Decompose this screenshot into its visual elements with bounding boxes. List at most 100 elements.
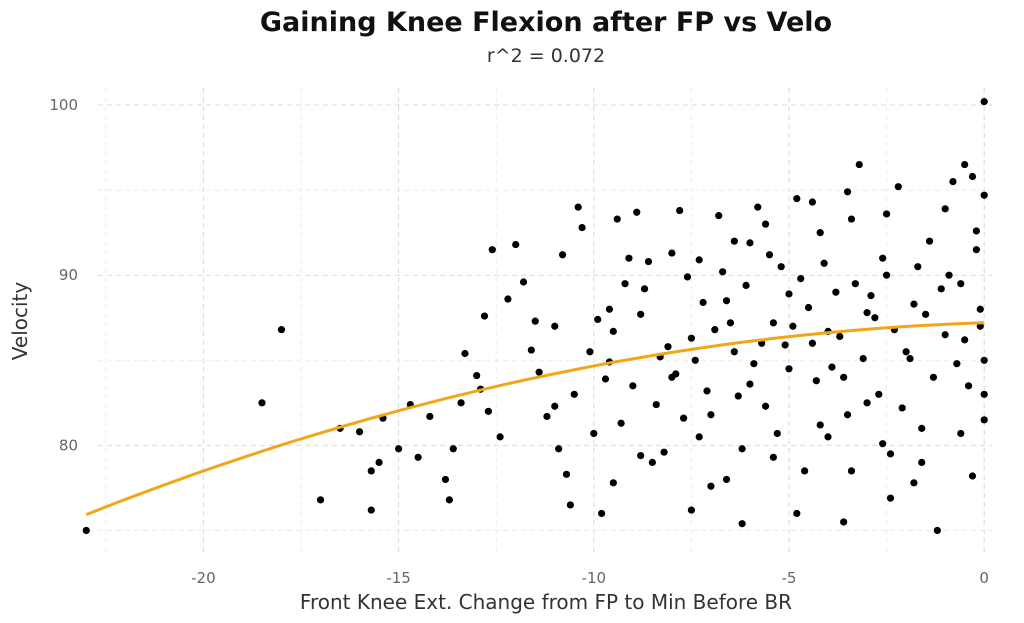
data-point [367, 467, 375, 475]
data-point [82, 526, 90, 535]
data-point [929, 373, 938, 381]
data-point [426, 412, 434, 421]
data-point [519, 278, 528, 286]
data-point [543, 412, 551, 421]
data-point [473, 372, 481, 380]
data-point [980, 191, 988, 199]
data-point [679, 414, 688, 422]
data-point [980, 416, 988, 424]
data-point [699, 298, 707, 307]
data-point [562, 470, 571, 478]
data-point [785, 365, 793, 373]
data-point [808, 339, 817, 347]
data-point [258, 399, 266, 407]
data-point [879, 440, 887, 448]
data-point [566, 501, 574, 509]
data-point [480, 312, 489, 320]
data-point [812, 377, 820, 385]
data-point [586, 348, 594, 356]
data-point [863, 399, 871, 407]
data-point [961, 336, 969, 344]
data-point [594, 315, 602, 324]
data-point [551, 322, 559, 330]
data-point [457, 399, 465, 407]
data-point [664, 343, 672, 351]
data-point [941, 205, 949, 213]
data-point [824, 433, 832, 441]
data-point [785, 290, 793, 298]
data-point [644, 257, 653, 266]
data-point [605, 305, 614, 313]
data-point [980, 356, 988, 364]
data-point [801, 467, 809, 475]
chart-title: Gaining Knee Flexion after FP vs Velo [260, 7, 832, 38]
data-point [722, 297, 731, 305]
data-point [367, 506, 375, 514]
data-point [687, 334, 695, 342]
data-point [836, 332, 844, 341]
data-point [414, 453, 422, 461]
data-point [730, 348, 738, 356]
data-point [886, 494, 895, 502]
data-point [668, 373, 676, 381]
data-point [968, 172, 977, 181]
data-point [277, 326, 286, 334]
data-point [933, 526, 941, 535]
grid-lines [98, 88, 992, 556]
data-point [504, 295, 512, 303]
data-point [976, 305, 984, 313]
data-point [972, 246, 980, 254]
data-point [555, 445, 563, 453]
data-point [574, 203, 582, 211]
data-point [683, 273, 692, 281]
data-point [875, 390, 883, 398]
data-point [527, 346, 535, 354]
data-point [441, 475, 450, 484]
data-point [843, 188, 852, 196]
data-point [707, 482, 715, 490]
data-point [484, 407, 492, 415]
data-point [738, 520, 746, 528]
data-point [719, 268, 727, 276]
data-point [910, 479, 918, 487]
data-point [847, 467, 856, 475]
data-point [777, 263, 785, 271]
data-point [691, 356, 699, 364]
data-point [882, 271, 891, 279]
data-point [746, 239, 754, 247]
data-point [879, 254, 887, 262]
data-point [972, 227, 980, 235]
data-point [961, 160, 969, 169]
data-point [773, 429, 781, 438]
data-point [765, 251, 774, 259]
data-point [633, 208, 641, 216]
data-point [937, 285, 945, 293]
data-point [761, 402, 770, 410]
data-point [980, 390, 988, 398]
data-point [855, 160, 863, 169]
data-point [531, 317, 539, 325]
data-point [609, 479, 617, 487]
y-tick-label: 100 [49, 96, 78, 114]
data-point [676, 206, 684, 215]
data-point [695, 433, 703, 441]
data-point [867, 292, 875, 300]
data-point [738, 445, 746, 453]
data-point [894, 183, 902, 191]
data-point [793, 509, 801, 518]
data-point [668, 249, 676, 257]
y-tick-label: 80 [59, 436, 78, 454]
data-points [82, 98, 988, 535]
data-point [488, 246, 496, 254]
data-point [355, 428, 364, 436]
data-point [711, 326, 719, 334]
data-point [789, 322, 797, 330]
data-point [395, 445, 403, 453]
data-point [707, 411, 715, 419]
data-point [793, 195, 801, 203]
data-point [449, 445, 457, 453]
y-axis-label: Velocity [8, 282, 32, 361]
data-point [722, 475, 731, 484]
data-point [375, 458, 383, 466]
